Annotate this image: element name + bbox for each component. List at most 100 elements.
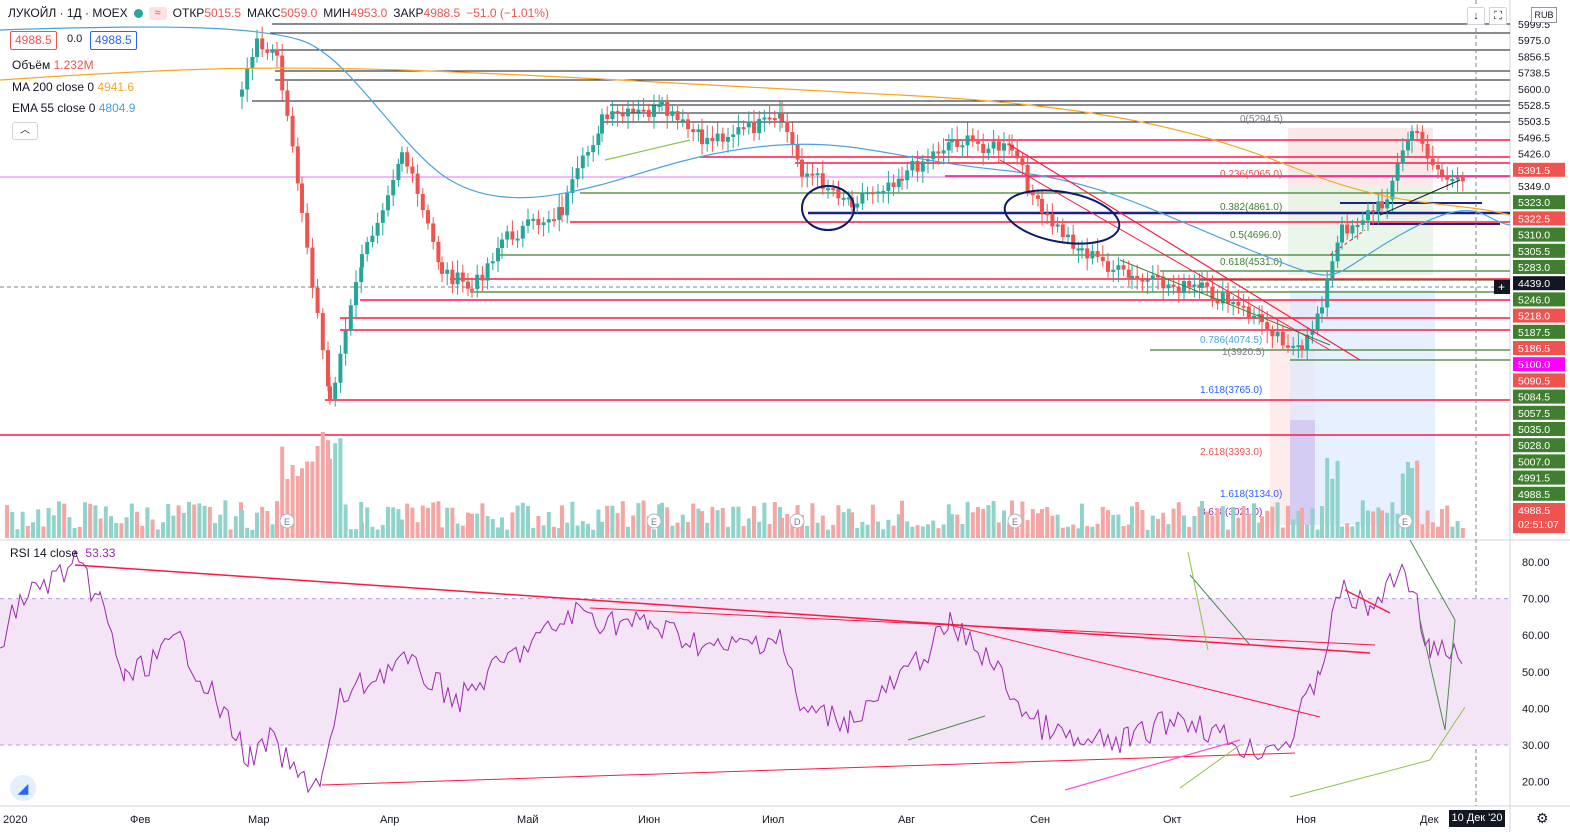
volume-bar: [51, 515, 56, 538]
candle-body: [275, 49, 279, 56]
fib-label: 0.5(4696.0): [1230, 230, 1281, 241]
symbol-title[interactable]: ЛУКОЙЛ · 1Д · MOEX: [8, 6, 128, 20]
buy-price-box[interactable]: 4988.5: [90, 31, 137, 50]
candle-body: [836, 188, 841, 199]
candle-body: [860, 193, 865, 204]
rsi-axis-label: 80.00: [1522, 557, 1550, 569]
volume-bar: [1380, 510, 1384, 538]
volume-legend[interactable]: Объём 1.232M: [12, 58, 94, 72]
candle-body: [536, 218, 541, 226]
tradingview-logo-icon[interactable]: ◢: [10, 775, 36, 801]
candle-body: [326, 350, 330, 387]
candle-body: [1231, 302, 1236, 305]
candle-body: [1455, 177, 1460, 180]
volume-bar: [496, 527, 500, 538]
volume-bar: [596, 509, 601, 538]
candle-body: [1135, 276, 1140, 280]
volume-bar: [841, 512, 846, 538]
ma-legend[interactable]: MA 200 close 0 4941.6: [12, 80, 134, 94]
currency-badge[interactable]: RUB: [1531, 7, 1557, 23]
candle-body: [575, 168, 580, 180]
compare-icon[interactable]: ≈: [148, 6, 167, 20]
rsi-legend[interactable]: RSI 14 close 53.33: [10, 546, 115, 560]
volume-bar: [475, 513, 480, 538]
candle-body: [680, 119, 685, 122]
price-tag-bg: [1513, 324, 1565, 339]
volume-bar: [1161, 512, 1166, 538]
volume-bar: [910, 526, 915, 538]
candle-body: [605, 114, 610, 120]
candle-body: [420, 193, 425, 211]
candle-body: [660, 102, 664, 106]
rsi-trendline: [949, 624, 1321, 718]
volume-bar: [1460, 528, 1465, 538]
candle-body: [1252, 315, 1256, 318]
volume-bar: [405, 503, 410, 538]
candle-body: [1090, 251, 1095, 259]
volume-bar: [1111, 515, 1116, 538]
sell-price-box[interactable]: 4988.5: [10, 31, 57, 50]
volume-bar: [41, 526, 46, 538]
volume-bar: [1220, 506, 1225, 538]
ema-legend[interactable]: EMA 55 close 0 4804.9: [12, 101, 135, 115]
gear-icon[interactable]: ⚙: [1536, 810, 1549, 826]
candle-body: [591, 145, 596, 153]
volume-bar: [810, 503, 815, 538]
volume-bar: [790, 519, 795, 538]
volume-bar: [114, 523, 119, 538]
volume-bar: [1002, 510, 1006, 538]
rsi-axis-label: 20.00: [1522, 777, 1550, 789]
volume-bar: [1305, 524, 1310, 538]
volume-bar: [1330, 478, 1335, 538]
volume-bar: [285, 478, 290, 538]
fib-label: 0(5294.5): [1240, 114, 1283, 125]
candle-body: [850, 197, 854, 208]
change-value: −51.0 (−1.01%): [466, 6, 549, 20]
volume-bar: [870, 504, 875, 538]
volume-bar: [470, 513, 474, 538]
collapse-legend-button[interactable]: ︿: [12, 122, 38, 140]
volume-bar: [855, 527, 860, 538]
event-marker-icon: [279, 513, 295, 529]
countdown-label: 02:51:07: [1518, 519, 1559, 531]
price-axis-label: 5496.5: [1518, 132, 1550, 144]
event-marker-label: E: [1012, 517, 1018, 527]
event-marker-label: E: [1402, 517, 1408, 527]
ema-label: EMA 55 close 0: [12, 101, 96, 115]
volume-bar: [1071, 524, 1076, 538]
volume-bar: [1420, 524, 1425, 538]
volume-bar: [970, 512, 975, 538]
candle-body: [520, 225, 525, 239]
volume-bar: [965, 501, 970, 538]
volume-bar: [207, 506, 212, 538]
candle-body: [1121, 265, 1126, 270]
candle-body: [552, 219, 556, 222]
volume-bar: [359, 501, 364, 538]
candle-body: [1111, 269, 1116, 272]
volume-bar: [98, 518, 103, 538]
volume-bar: [1121, 526, 1126, 538]
volume-bar: [1095, 523, 1100, 538]
candle-body: [1320, 307, 1324, 314]
volume-bar: [605, 505, 610, 538]
fullscreen-icon[interactable]: ⛶: [1489, 7, 1507, 25]
close-value: 4988.5: [423, 6, 461, 20]
candle-body: [1197, 284, 1202, 288]
candle-body: [920, 161, 925, 172]
scroll-down-icon[interactable]: ↓: [1467, 7, 1485, 25]
volume-bar: [500, 517, 504, 538]
fib-label: 3.618(3021.0): [1200, 507, 1262, 518]
volume-bar: [881, 529, 886, 538]
candle-body: [652, 105, 656, 117]
volume-bar: [410, 507, 415, 538]
candle-body: [1260, 314, 1264, 323]
volume-bar: [615, 513, 620, 538]
candle-body: [1315, 313, 1320, 330]
candle-body: [531, 218, 536, 221]
event-marker-icon: [646, 513, 662, 529]
volume-bar: [375, 529, 380, 538]
volume-bar: [197, 503, 202, 538]
candle-body: [1036, 195, 1040, 199]
